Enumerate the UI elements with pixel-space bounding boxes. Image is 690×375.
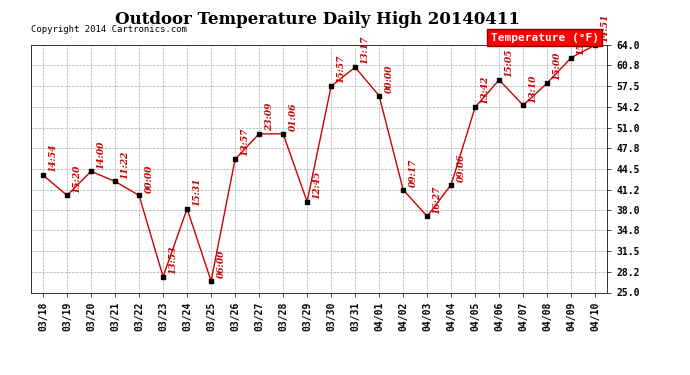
Text: 12:45: 12:45	[313, 171, 322, 199]
Text: 14:54: 14:54	[48, 144, 57, 172]
Text: 13:42: 13:42	[481, 76, 490, 104]
Text: 14:00: 14:00	[97, 140, 106, 168]
Text: Outdoor Temperature Daily High 20140411: Outdoor Temperature Daily High 20140411	[115, 11, 520, 28]
Text: 15:23: 15:23	[577, 27, 586, 55]
Text: 00:00: 00:00	[385, 64, 394, 93]
Text: 14:51: 14:51	[601, 14, 610, 42]
Text: Temperature (°F): Temperature (°F)	[491, 33, 598, 42]
Text: 00:00: 00:00	[145, 164, 154, 193]
Text: 15:20: 15:20	[72, 164, 81, 193]
Text: 23:09: 23:09	[265, 103, 274, 131]
Text: 13:10: 13:10	[529, 74, 538, 102]
Text: 16:27: 16:27	[433, 185, 442, 214]
Text: 09:17: 09:17	[408, 159, 417, 187]
Text: 15:00: 15:00	[553, 52, 562, 80]
Text: 15:05: 15:05	[504, 49, 514, 77]
Text: 09:06: 09:06	[457, 153, 466, 182]
Text: 15:57: 15:57	[337, 55, 346, 84]
Text: 11:22: 11:22	[121, 150, 130, 178]
Text: 13:17: 13:17	[361, 36, 370, 64]
Text: 06:00: 06:00	[217, 250, 226, 278]
Text: Copyright 2014 Cartronics.com: Copyright 2014 Cartronics.com	[31, 25, 187, 34]
Text: 15:31: 15:31	[193, 178, 201, 206]
Text: 01:06: 01:06	[288, 103, 297, 131]
Text: 13:53: 13:53	[168, 246, 177, 274]
Text: 13:57: 13:57	[241, 128, 250, 156]
